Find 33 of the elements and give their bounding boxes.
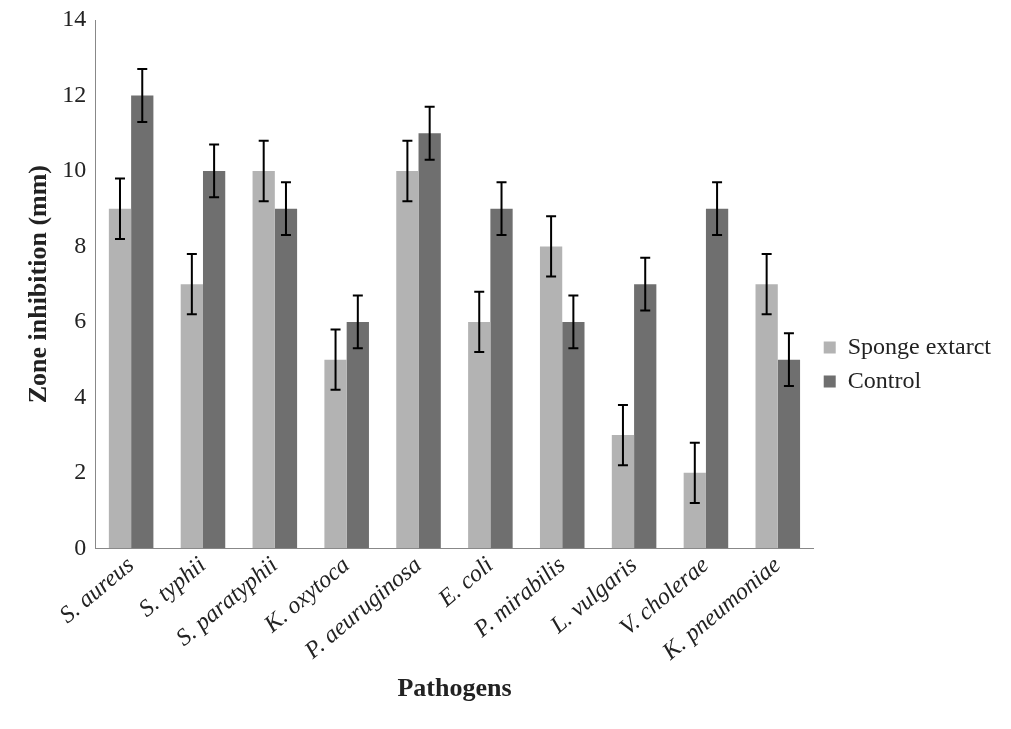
bar <box>705 208 729 549</box>
bar <box>539 246 563 549</box>
bar <box>683 472 706 549</box>
bar <box>108 208 132 549</box>
x-tick-label: E. coli <box>432 551 498 612</box>
y-tick-label: 10 <box>62 156 87 183</box>
x-axis-title: Pathogens <box>397 673 512 703</box>
bar <box>274 208 298 549</box>
bar <box>755 284 778 549</box>
bar <box>346 321 369 549</box>
bar <box>202 170 226 549</box>
legend-label: Sponge extarct <box>847 332 992 359</box>
bar <box>396 170 419 549</box>
legend-label: Control <box>847 366 922 393</box>
y-tick-label: 14 <box>62 5 87 32</box>
y-tick-label: 4 <box>74 382 87 409</box>
bar <box>562 321 585 549</box>
bar <box>418 133 441 549</box>
y-tick-label: 0 <box>74 533 87 560</box>
bar <box>252 170 275 549</box>
bar <box>131 95 154 549</box>
bar <box>777 359 801 549</box>
bar <box>634 284 657 549</box>
y-tick-label: 8 <box>74 231 87 258</box>
bar <box>180 284 203 549</box>
bar <box>468 321 491 549</box>
y-tick-label: 6 <box>74 307 87 334</box>
bar <box>490 208 513 549</box>
y-tick-label: 2 <box>74 458 87 485</box>
bar <box>324 359 347 549</box>
y-tick-label: 12 <box>62 80 87 107</box>
y-axis-title: Zone inhibition (mm) <box>23 164 53 404</box>
bar <box>611 435 635 549</box>
